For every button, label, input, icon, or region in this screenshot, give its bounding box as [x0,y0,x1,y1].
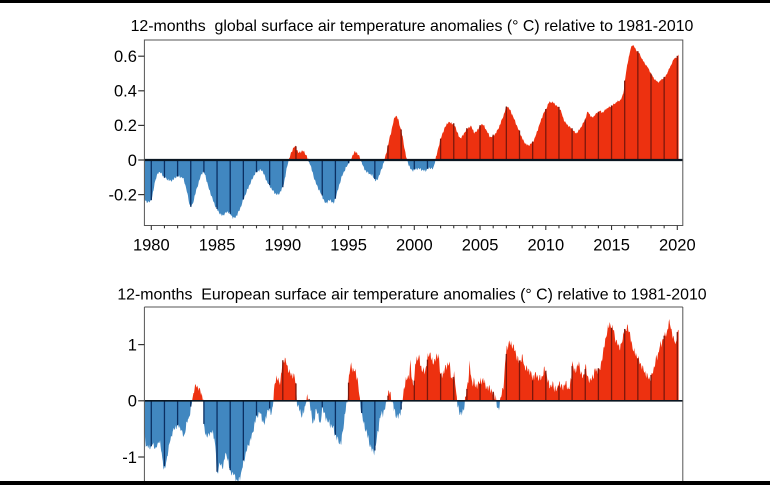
svg-text:2005: 2005 [462,237,499,255]
svg-text:1980: 1980 [133,237,170,255]
svg-text:2015: 2015 [593,237,630,255]
svg-text:1990: 1990 [264,237,301,255]
svg-text:-0.2: -0.2 [108,186,136,204]
svg-text:1995: 1995 [330,237,367,255]
svg-text:0: 0 [128,152,137,170]
svg-text:0: 0 [128,393,137,411]
svg-text:0.4: 0.4 [114,83,137,101]
svg-text:2000: 2000 [396,237,433,255]
svg-text:-1: -1 [122,449,137,467]
svg-text:0.2: 0.2 [114,117,137,135]
svg-text:1: 1 [128,336,137,354]
svg-text:0.6: 0.6 [114,48,137,66]
svg-text:1985: 1985 [199,237,236,255]
svg-text:2010: 2010 [527,237,564,255]
svg-text:2020: 2020 [659,237,696,255]
svg-text:12-months European surface ai: 12-months European surface air temperatu… [117,286,706,303]
svg-text:12-months global surface air: 12-months global surface air temperature… [131,18,694,35]
